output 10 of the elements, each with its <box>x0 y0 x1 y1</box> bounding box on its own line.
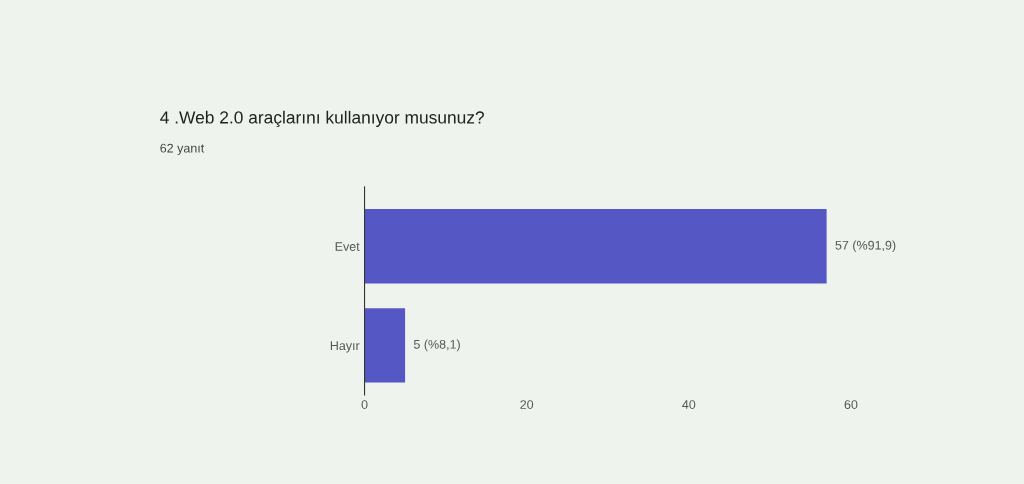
data-label: 5 (%8,1) <box>413 339 460 352</box>
x-tick-label: 40 <box>682 400 696 409</box>
text: 62 yanıt <box>160 143 205 156</box>
y-tick-label: Hayır <box>330 341 360 353</box>
data-label: 57 (%91,9) <box>835 240 896 253</box>
x-tick-label: 60 <box>844 400 858 409</box>
y-tick-label: Evet <box>335 242 360 251</box>
x-tick-label: 0 <box>361 400 368 409</box>
x-tick-label: 20 <box>520 400 534 409</box>
chart-title: 4 .Web 2.0 araçlarını kullanıyor musunuz? <box>160 110 484 128</box>
